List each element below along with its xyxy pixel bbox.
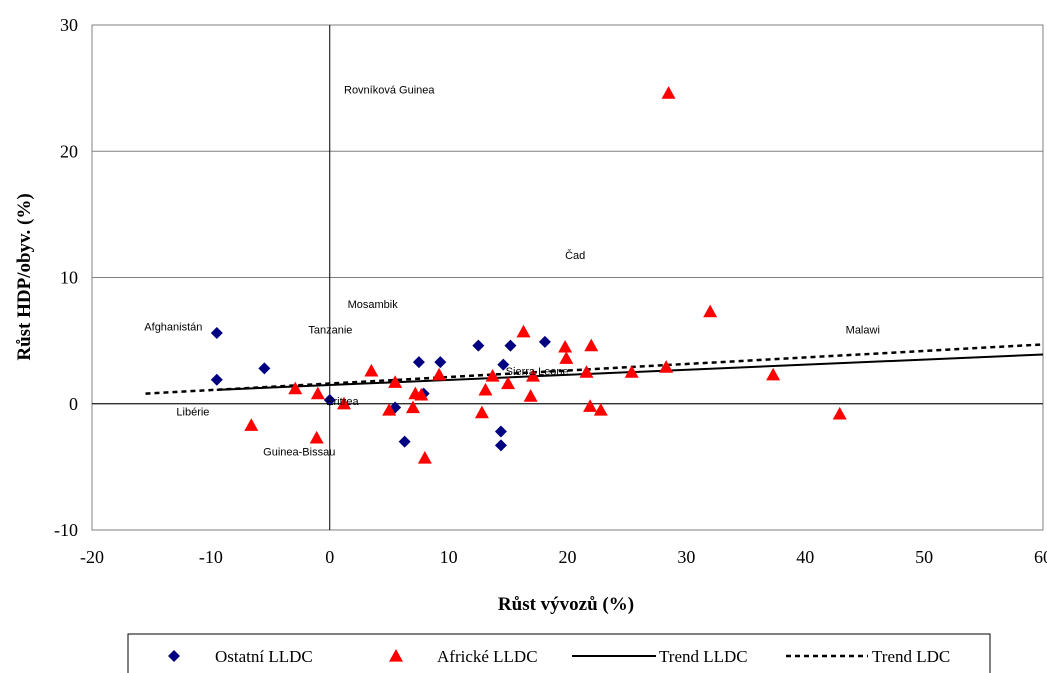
country-annotation: Tanzanie: [308, 324, 352, 336]
x-tick-label: 0: [325, 547, 334, 567]
legend-marker-ostatni-lldc: [168, 650, 180, 662]
legend-label-africke-lldc: Africké LLDC: [437, 647, 538, 666]
point-africke-lldc: [382, 403, 397, 416]
y-tick-label: 20: [60, 141, 78, 161]
point-ostatni-lldc: [497, 358, 510, 371]
point-africke-lldc: [766, 367, 781, 381]
axes: [91, 24, 1044, 531]
point-ostatni-lldc: [210, 373, 223, 386]
x-tick-label: 50: [915, 547, 933, 567]
country-annotation: Rovníková Guinea: [344, 84, 435, 96]
point-ostatni-lldc: [472, 339, 485, 352]
y-tick-label: 10: [60, 268, 78, 288]
point-africke-lldc: [478, 382, 493, 396]
x-tick-label: 60: [1034, 547, 1047, 567]
country-annotation: Guinea-Bissau: [263, 447, 335, 459]
point-africke-lldc: [661, 86, 676, 99]
point-africke-lldc: [405, 400, 420, 414]
y-tick-label: 30: [60, 15, 78, 35]
point-africke-lldc: [310, 386, 325, 400]
point-africke-lldc: [583, 399, 598, 412]
trend-lines: [145, 343, 1044, 395]
data-points: [210, 86, 847, 464]
country-annotation: Čad: [565, 249, 585, 262]
country-annotation: Libérie: [176, 406, 209, 418]
point-africke-lldc: [414, 387, 429, 401]
point-ostatni-lldc: [258, 362, 271, 375]
point-africke-lldc: [432, 367, 447, 381]
point-africke-lldc: [337, 396, 352, 410]
x-tick-label: 30: [677, 547, 695, 567]
point-ostatni-lldc: [434, 356, 447, 369]
point-ostatni-lldc: [494, 425, 507, 438]
y-axis-title: Růst HDP/obyv. (%): [14, 193, 35, 360]
x-axis-title: Růst vývozů (%): [498, 594, 634, 615]
point-ostatni-lldc: [398, 435, 411, 448]
point-africke-lldc: [659, 360, 674, 373]
country-annotation: Afghanistán: [144, 322, 202, 334]
y-tick-label: 0: [69, 394, 78, 414]
point-ostatni-lldc: [412, 356, 425, 369]
x-tick-label: 10: [440, 547, 458, 567]
point-africke-lldc: [584, 338, 599, 352]
y-tick-label: -10: [54, 520, 78, 540]
x-tick-label: -10: [199, 547, 223, 567]
point-africke-lldc: [474, 405, 489, 419]
legend: Ostatní LLDC Africké LLDC Trend LLDC Trend …: [127, 633, 991, 673]
point-annotations: Rovníková Guinea Čad Mosambik Afghanistán Ta…: [144, 84, 880, 458]
point-africke-lldc: [523, 389, 538, 402]
point-africke-lldc: [485, 368, 500, 382]
point-africke-lldc: [526, 368, 541, 382]
point-africke-lldc: [559, 351, 574, 364]
point-africke-lldc: [364, 363, 379, 377]
legend-label-ostatni-lldc: Ostatní LLDC: [215, 647, 313, 666]
point-africke-lldc: [624, 365, 639, 378]
country-annotation: Sierra Leone: [506, 366, 569, 378]
x-tick-label: 40: [796, 547, 814, 567]
x-tick-label: 20: [559, 547, 577, 567]
point-ostatni-lldc: [504, 339, 517, 352]
point-africke-lldc: [309, 430, 324, 444]
trend-ldc-line: [145, 343, 1044, 395]
point-africke-lldc: [288, 381, 303, 395]
point-ostatni-lldc: [494, 439, 507, 452]
point-africke-lldc: [832, 406, 847, 420]
country-annotation: Malawi: [846, 324, 880, 336]
point-africke-lldc: [593, 403, 608, 416]
point-africke-lldc: [417, 451, 432, 464]
x-tick-label: -20: [80, 547, 104, 567]
point-africke-lldc: [388, 375, 403, 388]
point-africke-lldc: [501, 376, 516, 390]
legend-marker-africke-lldc: [389, 649, 403, 662]
point-africke-lldc: [579, 365, 594, 378]
legend-label-trend-lldc: Trend LLDC: [659, 647, 748, 666]
point-africke-lldc: [244, 418, 259, 431]
plot-frame: [91, 24, 1044, 531]
country-annotation: Eritrea: [326, 396, 359, 408]
point-ostatni-lldc: [210, 327, 223, 340]
point-africke-lldc: [703, 304, 718, 318]
legend-box: [127, 633, 991, 673]
point-ostatni-lldc: [538, 335, 551, 348]
point-africke-lldc: [516, 324, 531, 338]
country-annotation: Mosambik: [348, 299, 399, 311]
legend-label-trend-ldc: Trend LDC: [872, 647, 950, 666]
point-africke-lldc: [558, 339, 573, 353]
point-ostatni-lldc: [323, 393, 336, 406]
